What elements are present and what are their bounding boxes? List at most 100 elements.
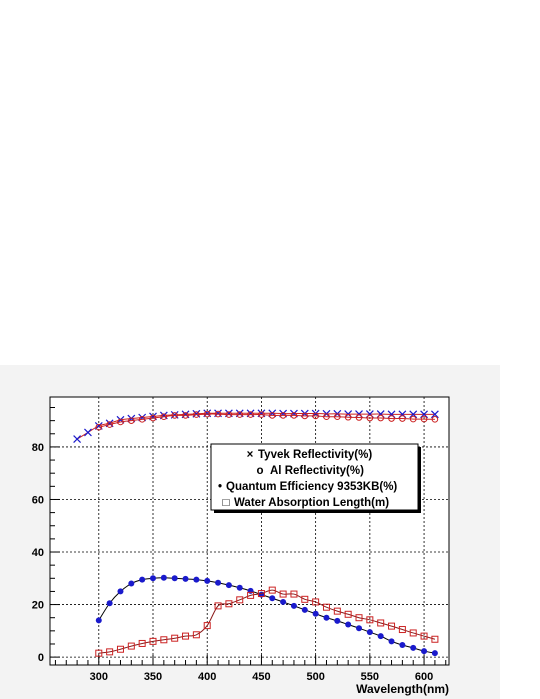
x-tick-label: 600 bbox=[415, 671, 433, 683]
data-point bbox=[366, 616, 374, 624]
y-tick-label: 60 bbox=[32, 494, 44, 506]
series-line bbox=[76, 412, 435, 440]
data-point bbox=[171, 575, 178, 582]
data-point bbox=[95, 423, 103, 431]
legend-marker-label: × bbox=[247, 449, 254, 461]
data-point bbox=[334, 413, 341, 421]
data-point bbox=[312, 412, 319, 420]
data-point bbox=[421, 648, 428, 655]
data-point bbox=[214, 602, 222, 610]
data-point bbox=[84, 428, 92, 437]
data-point bbox=[399, 642, 406, 649]
data-point bbox=[388, 622, 396, 630]
data-point bbox=[149, 637, 157, 645]
data-point bbox=[399, 415, 406, 422]
data-point bbox=[127, 642, 135, 650]
data-point bbox=[344, 413, 352, 421]
data-point bbox=[204, 577, 211, 584]
data-point bbox=[409, 410, 418, 419]
data-point bbox=[377, 633, 384, 640]
data-point bbox=[344, 610, 352, 618]
data-point bbox=[322, 603, 330, 611]
data-point bbox=[247, 411, 254, 418]
data-point bbox=[409, 415, 417, 423]
x-tick-label: 400 bbox=[198, 671, 216, 683]
data-point bbox=[150, 575, 157, 582]
data-point bbox=[128, 580, 135, 587]
data-point bbox=[420, 415, 428, 423]
data-point bbox=[106, 648, 114, 656]
data-point bbox=[182, 575, 189, 582]
data-point bbox=[149, 414, 157, 422]
legend-marker-label: □ bbox=[223, 497, 230, 509]
data-point bbox=[301, 412, 309, 420]
data-point bbox=[193, 576, 200, 583]
data-point bbox=[138, 639, 146, 647]
data-point bbox=[257, 590, 265, 598]
data-point bbox=[171, 634, 179, 642]
legend-label: Quantum Efficiency 9353KB(%) bbox=[226, 481, 397, 493]
data-point bbox=[334, 617, 341, 624]
legend-label: Water Absorption Length(m) bbox=[234, 497, 389, 509]
data-point bbox=[258, 411, 265, 418]
data-point bbox=[95, 617, 102, 624]
data-point bbox=[388, 638, 395, 645]
legend: × Tyvek Reflectivity(%) o Al Reflectivity(%… bbox=[210, 443, 421, 513]
plot-frame bbox=[49, 396, 450, 666]
data-point bbox=[279, 412, 287, 419]
data-point bbox=[117, 418, 124, 426]
data-point bbox=[356, 625, 363, 632]
data-point bbox=[312, 610, 319, 617]
data-point bbox=[268, 412, 276, 419]
data-point bbox=[203, 622, 211, 630]
data-point bbox=[138, 416, 146, 423]
x-axis-title: Wavelength(nm) bbox=[356, 682, 449, 696]
data-point bbox=[225, 582, 232, 589]
series-1 bbox=[95, 410, 439, 431]
data-point bbox=[193, 411, 200, 418]
legend-marker-label: • bbox=[218, 481, 222, 493]
data-point bbox=[128, 417, 135, 424]
data-point bbox=[323, 413, 330, 421]
data-point bbox=[355, 414, 363, 421]
data-point bbox=[301, 595, 309, 603]
data-point bbox=[225, 411, 233, 418]
data-point bbox=[409, 629, 417, 637]
data-point bbox=[247, 587, 254, 594]
legend-marker-label: o bbox=[256, 465, 263, 477]
data-point bbox=[290, 412, 298, 419]
x-tick-label: 450 bbox=[252, 671, 270, 683]
data-point bbox=[106, 421, 113, 428]
y-tick-label: 0 bbox=[38, 652, 44, 664]
series-line bbox=[98, 589, 436, 654]
data-point bbox=[377, 619, 385, 627]
series-line bbox=[98, 413, 435, 428]
data-point bbox=[214, 410, 222, 418]
data-point bbox=[106, 600, 113, 607]
data-point bbox=[420, 632, 428, 640]
data-point bbox=[431, 650, 438, 657]
data-point bbox=[236, 411, 244, 418]
data-point bbox=[279, 590, 287, 598]
data-point bbox=[117, 588, 124, 595]
data-point bbox=[290, 590, 298, 598]
data-point bbox=[323, 614, 330, 621]
data-point bbox=[431, 416, 439, 423]
data-point bbox=[192, 631, 200, 639]
data-point bbox=[377, 414, 384, 422]
data-point bbox=[420, 410, 428, 419]
data-point bbox=[388, 415, 395, 422]
data-point bbox=[355, 614, 363, 622]
data-series bbox=[73, 409, 439, 657]
data-point bbox=[160, 636, 168, 644]
data-point bbox=[182, 632, 190, 640]
data-point bbox=[268, 586, 276, 594]
data-point bbox=[398, 626, 406, 634]
data-point bbox=[333, 607, 341, 615]
data-point bbox=[345, 621, 352, 628]
data-point bbox=[171, 412, 178, 419]
data-point bbox=[182, 412, 189, 419]
data-point bbox=[236, 584, 243, 591]
legend-box bbox=[210, 443, 419, 511]
data-point bbox=[236, 596, 244, 604]
